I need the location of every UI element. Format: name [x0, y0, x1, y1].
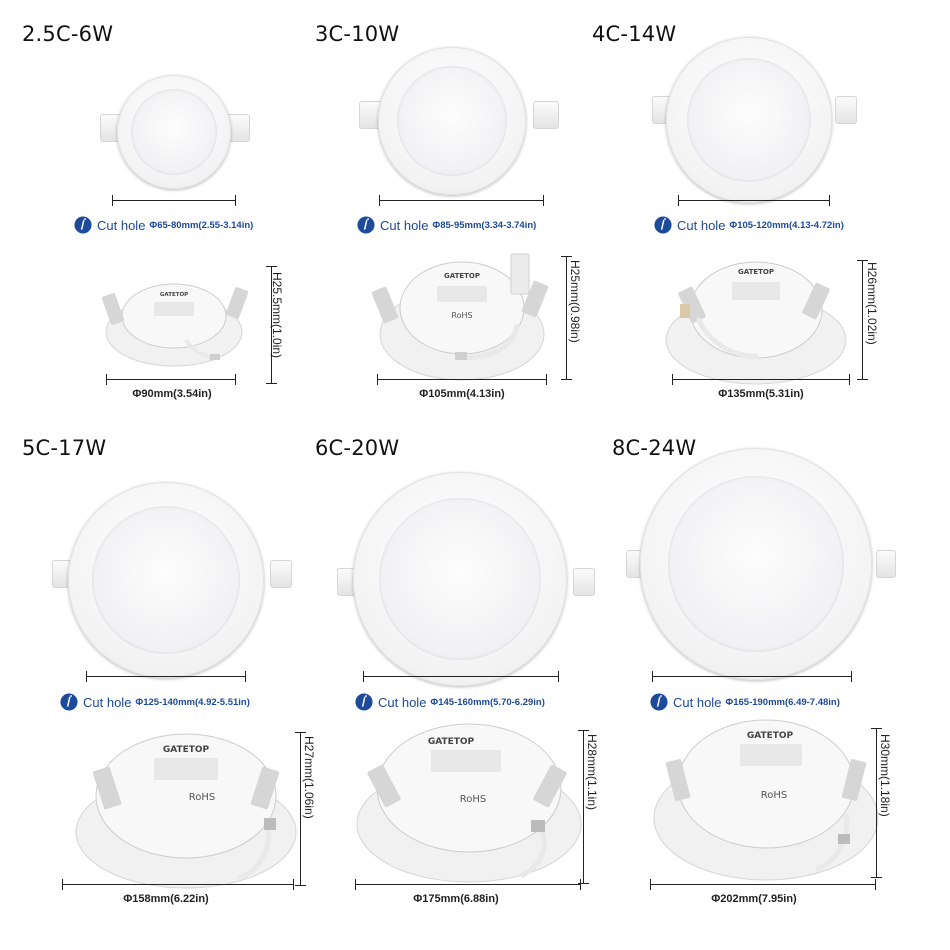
height-dimension-line: [295, 732, 306, 886]
model-title: 5C-17W: [22, 436, 107, 460]
height-dimension-line: [857, 260, 868, 380]
diameter-label: Φ175mm(6.88in): [413, 893, 499, 905]
diameter-dimension-line: [106, 374, 236, 385]
height-dimension-line: [266, 266, 277, 384]
cut-hole-value: Φ85-95mm(3.34-3.74in): [432, 219, 537, 231]
brand-label: GATETOP: [738, 268, 774, 276]
front-view-image: [337, 472, 595, 690]
info-circle-icon: [74, 216, 92, 234]
diameter-dimension-line: [377, 374, 547, 385]
back-view-image: GATETOP RoHS: [371, 253, 549, 381]
brand-label: GATETOP: [444, 272, 480, 280]
cut-dimension-line: [112, 195, 236, 206]
cut-hole-label: Cut hole: [677, 217, 726, 233]
cut-dimension-line: [379, 195, 544, 206]
cut-hole-value: Φ65-80mm(2.55-3.14in): [149, 219, 254, 231]
cut-hole-value: Φ165-190mm(6.49-7.48in): [725, 696, 840, 708]
cut-dimension-line: [678, 195, 830, 206]
height-label: H25mm(0.98in): [568, 260, 582, 343]
cut-hole-row: Cut hole Φ105-120mm(4.13-4.72in): [654, 216, 844, 234]
front-view-image: [626, 448, 896, 686]
product-card-2: 3C-10W Cut hole Φ85-95mm(3.34-3.74in) GA…: [315, 22, 615, 482]
back-view-image: GATETOP RoHS: [653, 719, 879, 881]
height-dimension-line: [561, 256, 572, 380]
brand-label: GATETOP: [428, 737, 475, 747]
product-card-5: 6C-20W Cut hole Φ145-160mm(5.70-6.29in) …: [315, 436, 615, 896]
diameter-label: Φ202mm(7.95in): [711, 893, 797, 905]
diameter-dimension-line: [672, 374, 850, 385]
height-label: H25.5mm(1.0in): [270, 272, 284, 359]
back-view-image: GATETOP RoHS: [356, 723, 582, 883]
diameter-label: Φ158mm(6.22in): [123, 893, 209, 905]
cut-dimension-line: [86, 671, 246, 682]
info-circle-icon: [650, 693, 668, 711]
model-title: 6C-20W: [315, 436, 400, 460]
height-label: H27mm(1.06in): [302, 736, 316, 819]
back-view-image: GATETOP RoHS: [75, 733, 297, 889]
model-title: 4C-14W: [592, 22, 677, 46]
info-circle-icon: [355, 693, 373, 711]
rohs-mark: RoHS: [761, 790, 787, 801]
cut-hole-label: Cut hole: [673, 694, 722, 710]
front-view-image: [52, 482, 292, 682]
cut-hole-label: Cut hole: [378, 694, 427, 710]
rohs-mark: RoHS: [189, 792, 215, 803]
cut-hole-value: Φ145-160mm(5.70-6.29in): [430, 696, 545, 708]
cut-hole-value: Φ125-140mm(4.92-5.51in): [135, 696, 250, 708]
front-view-image: [359, 44, 559, 195]
front-view-image: [100, 72, 250, 192]
cut-dimension-line: [363, 671, 559, 682]
product-card-1: 2.5C-6W Cut hole Φ65-80mm(2.55-3.14in) G…: [22, 22, 322, 482]
cut-hole-value: Φ105-120mm(4.13-4.72in): [729, 219, 844, 231]
model-title: 3C-10W: [315, 22, 400, 46]
cut-hole-row: Cut hole Φ65-80mm(2.55-3.14in): [74, 216, 253, 234]
cut-hole-label: Cut hole: [83, 694, 132, 710]
product-card-4: 5C-17W Cut hole Φ125-140mm(4.92-5.51in) …: [22, 436, 322, 896]
diameter-dimension-line: [355, 879, 581, 890]
diameter-label: Φ90mm(3.54in): [132, 388, 212, 400]
diameter-dimension-line: [62, 879, 294, 890]
back-view-image: GATETOP: [665, 261, 847, 385]
product-card-3: 4C-14W Cut hole Φ105-120mm(4.13-4.72in) …: [592, 22, 892, 482]
info-circle-icon: [60, 693, 78, 711]
back-view-image: GATETOP: [101, 283, 249, 367]
diameter-dimension-line: [650, 879, 876, 890]
diameter-label: Φ135mm(5.31in): [718, 388, 804, 400]
front-view-image: [652, 34, 857, 204]
brand-label: GATETOP: [160, 292, 188, 298]
brand-label: GATETOP: [747, 731, 794, 741]
rohs-mark: RoHS: [451, 311, 472, 320]
cut-hole-row: Cut hole Φ85-95mm(3.34-3.74in): [357, 216, 536, 234]
diameter-label: Φ105mm(4.13in): [419, 388, 505, 400]
height-label: H26mm(1.02in): [865, 262, 879, 345]
product-card-6: 8C-24W Cut hole Φ165-190mm(6.49-7.48in) …: [612, 436, 912, 896]
cut-hole-row: Cut hole Φ125-140mm(4.92-5.51in): [60, 693, 250, 711]
brand-label: GATETOP: [163, 745, 210, 755]
model-title: 2.5C-6W: [22, 22, 114, 46]
rohs-mark: RoHS: [460, 794, 486, 805]
info-circle-icon: [654, 216, 672, 234]
cut-hole-label: Cut hole: [380, 217, 429, 233]
cut-hole-row: Cut hole Φ165-190mm(6.49-7.48in): [650, 693, 840, 711]
info-circle-icon: [357, 216, 375, 234]
cut-dimension-line: [652, 671, 852, 682]
cut-hole-label: Cut hole: [97, 217, 146, 233]
model-title: 8C-24W: [612, 436, 697, 460]
cut-hole-row: Cut hole Φ145-160mm(5.70-6.29in): [355, 693, 545, 711]
height-dimension-line: [871, 728, 882, 878]
height-label: H30mm(1.18in): [878, 734, 892, 817]
height-dimension-line: [578, 730, 589, 884]
height-label: H28mm(1.1in): [585, 734, 599, 811]
